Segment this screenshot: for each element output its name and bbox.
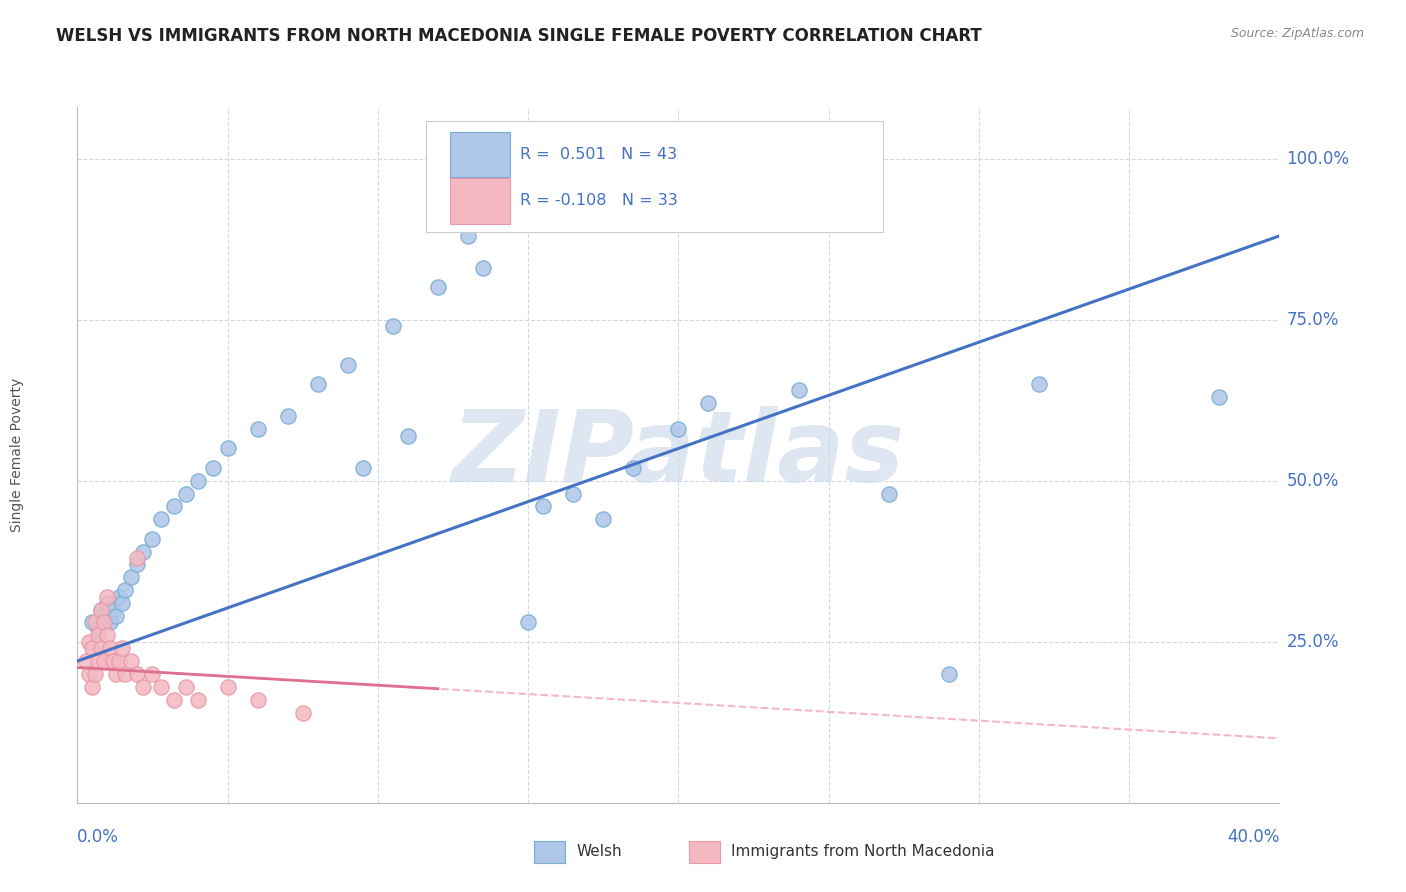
Point bbox=[307, 377, 329, 392]
Point bbox=[127, 551, 149, 566]
Point bbox=[291, 706, 314, 720]
Text: 40.0%: 40.0% bbox=[1227, 828, 1279, 846]
Point bbox=[103, 654, 125, 668]
Text: WELSH VS IMMIGRANTS FROM NORTH MACEDONIA SINGLE FEMALE POVERTY CORRELATION CHART: WELSH VS IMMIGRANTS FROM NORTH MACEDONIA… bbox=[56, 27, 981, 45]
Point bbox=[1028, 377, 1050, 392]
Text: R = -0.108   N = 33: R = -0.108 N = 33 bbox=[520, 194, 678, 209]
Point bbox=[100, 615, 122, 630]
Point bbox=[186, 692, 209, 706]
Point bbox=[472, 261, 495, 276]
Point bbox=[381, 319, 404, 334]
Point bbox=[82, 615, 104, 630]
Point bbox=[427, 280, 450, 294]
Point bbox=[787, 384, 810, 398]
Point bbox=[531, 500, 554, 514]
Text: Single Female Poverty: Single Female Poverty bbox=[10, 378, 24, 532]
Point bbox=[277, 409, 299, 424]
FancyBboxPatch shape bbox=[450, 178, 510, 224]
Point bbox=[96, 628, 118, 642]
Point bbox=[120, 654, 142, 668]
Point bbox=[127, 667, 149, 681]
Text: 100.0%: 100.0% bbox=[1286, 150, 1350, 168]
Point bbox=[108, 654, 131, 668]
Point bbox=[150, 512, 173, 526]
Point bbox=[668, 422, 690, 436]
Point bbox=[174, 486, 197, 500]
Text: 50.0%: 50.0% bbox=[1286, 472, 1339, 490]
Point bbox=[150, 680, 173, 694]
Point bbox=[114, 583, 136, 598]
FancyBboxPatch shape bbox=[450, 132, 510, 177]
Text: 0.0%: 0.0% bbox=[77, 828, 120, 846]
Point bbox=[90, 641, 112, 656]
Text: 75.0%: 75.0% bbox=[1286, 310, 1339, 328]
Point bbox=[352, 460, 374, 475]
Point bbox=[246, 422, 269, 436]
Point bbox=[174, 680, 197, 694]
Point bbox=[75, 654, 97, 668]
Text: ZIPatlas: ZIPatlas bbox=[451, 407, 905, 503]
Point bbox=[100, 641, 122, 656]
Point bbox=[120, 570, 142, 584]
Text: Source: ZipAtlas.com: Source: ZipAtlas.com bbox=[1230, 27, 1364, 40]
Point bbox=[96, 590, 118, 604]
Point bbox=[87, 654, 110, 668]
Point bbox=[90, 602, 112, 616]
Point bbox=[877, 486, 900, 500]
Point bbox=[1208, 390, 1230, 404]
Point bbox=[82, 680, 104, 694]
Point bbox=[246, 692, 269, 706]
Point bbox=[517, 615, 540, 630]
Point bbox=[396, 428, 419, 442]
Point bbox=[93, 615, 115, 630]
Point bbox=[114, 667, 136, 681]
Point bbox=[132, 544, 155, 558]
Point bbox=[93, 609, 115, 624]
Point bbox=[103, 602, 125, 616]
Point bbox=[162, 500, 184, 514]
Point bbox=[87, 622, 110, 636]
Point bbox=[697, 396, 720, 410]
Text: R =  0.501   N = 43: R = 0.501 N = 43 bbox=[520, 147, 676, 161]
Point bbox=[141, 532, 163, 546]
Point bbox=[132, 680, 155, 694]
Point bbox=[162, 692, 184, 706]
Text: Welsh: Welsh bbox=[576, 845, 621, 859]
Point bbox=[336, 358, 359, 372]
Point bbox=[79, 634, 101, 648]
Point bbox=[217, 680, 239, 694]
Text: Immigrants from North Macedonia: Immigrants from North Macedonia bbox=[731, 845, 994, 859]
Point bbox=[96, 596, 118, 610]
Point bbox=[562, 486, 585, 500]
Point bbox=[621, 460, 644, 475]
Point bbox=[111, 596, 134, 610]
Point bbox=[82, 641, 104, 656]
Point bbox=[186, 474, 209, 488]
Point bbox=[127, 558, 149, 572]
Point bbox=[111, 641, 134, 656]
Point bbox=[90, 602, 112, 616]
Point bbox=[201, 460, 224, 475]
Point bbox=[84, 667, 107, 681]
Point bbox=[938, 667, 960, 681]
Point bbox=[87, 628, 110, 642]
Point bbox=[108, 590, 131, 604]
Point bbox=[93, 654, 115, 668]
Point bbox=[105, 609, 128, 624]
Point bbox=[84, 615, 107, 630]
FancyBboxPatch shape bbox=[426, 121, 883, 232]
Point bbox=[592, 512, 614, 526]
Text: 25.0%: 25.0% bbox=[1286, 632, 1339, 651]
Point bbox=[217, 442, 239, 456]
Point bbox=[141, 667, 163, 681]
Point bbox=[105, 667, 128, 681]
Point bbox=[457, 228, 479, 243]
Point bbox=[79, 667, 101, 681]
